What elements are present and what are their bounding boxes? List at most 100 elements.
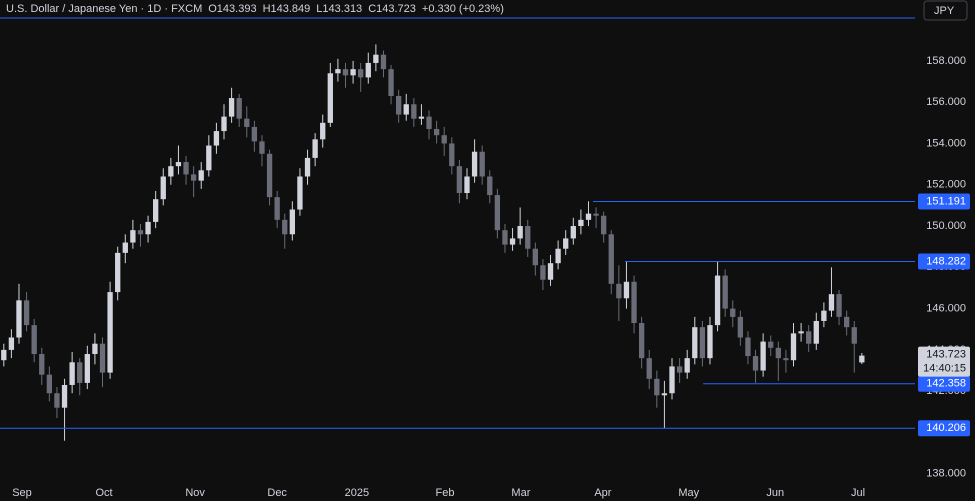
candle-body (570, 226, 576, 239)
candle-body (190, 174, 197, 181)
candle-body (69, 362, 75, 385)
candle-body (236, 98, 242, 119)
currency[interactable]: JPY (934, 5, 955, 17)
x-tick-label: May (678, 487, 699, 499)
candle-body (714, 275, 721, 326)
level-label: 151.191 (926, 195, 966, 207)
candle-body (137, 230, 144, 235)
candle-body (228, 98, 235, 117)
close: C143.723 (368, 3, 416, 15)
y-tick-label: 156.000 (926, 96, 966, 108)
x-tick-label: Jul (851, 487, 865, 499)
candle-body (661, 393, 668, 396)
candle-body (798, 331, 804, 334)
level-label: 142.358 (926, 378, 966, 390)
candle-body (638, 323, 645, 359)
x-tick-label: Mar (511, 487, 530, 499)
level-label-bg (918, 420, 970, 437)
candle-body (578, 219, 584, 227)
level-label: 148.282 (926, 255, 966, 267)
candle-body (282, 219, 288, 235)
candle-body (92, 343, 98, 355)
y-tick-label: 150.000 (926, 220, 966, 232)
candle-body (585, 213, 592, 220)
x-tick-label: Sep (12, 487, 32, 499)
candle-body (39, 354, 45, 375)
candle-body (813, 320, 819, 344)
candle-body (418, 116, 425, 119)
candle-body (183, 162, 189, 175)
candle-body (471, 151, 478, 177)
candle-body (692, 327, 698, 359)
candle-body (365, 62, 371, 78)
candle-body (130, 230, 136, 243)
currency-button[interactable] (923, 0, 968, 21)
header-bg (0, 0, 500, 17)
y-tick-label: 146.000 (926, 303, 966, 315)
candle-body (388, 69, 394, 96)
candle-body (859, 355, 865, 363)
candle-body (608, 234, 614, 284)
candle-body (851, 327, 857, 344)
candle-body (115, 252, 121, 293)
last-price-bg (918, 346, 970, 377)
candle-body (23, 300, 30, 326)
candle-body (350, 69, 356, 76)
candle-body (821, 310, 827, 321)
change: +0.330 (+0.23%) (422, 3, 504, 15)
x-tick-label: 2025 (345, 487, 369, 499)
x-tick-label: Oct (95, 487, 112, 499)
candle-body (395, 95, 402, 115)
candle-body (206, 145, 212, 171)
candle-body (806, 331, 812, 344)
candle-body (160, 176, 166, 200)
open: O143.393 (208, 3, 256, 15)
level-label-bg (918, 375, 970, 392)
candle-body (684, 358, 690, 373)
candle-body (790, 333, 797, 361)
candle-body (84, 354, 90, 383)
last-price: 143.723 (926, 349, 966, 361)
candle-body (433, 129, 440, 136)
level-label: 140.206 (926, 422, 966, 434)
candle-body (426, 116, 432, 130)
plot-area (1, 44, 865, 441)
candle-body (707, 325, 713, 359)
candle-body (722, 275, 728, 309)
candle-body (532, 248, 538, 266)
candle-body (1, 349, 7, 361)
y-tick-label: 138.000 (926, 468, 966, 480)
x-tick-label: Jun (766, 487, 784, 499)
candle-body (669, 366, 675, 394)
candle-body (403, 104, 409, 115)
candle-body (289, 209, 296, 235)
level-label-bg (918, 253, 970, 270)
x-tick-label: Nov (185, 487, 205, 499)
candle-body (616, 283, 622, 299)
candle-body (441, 135, 447, 144)
candle-body (77, 362, 83, 383)
candle-body (449, 143, 455, 167)
candle-body (737, 316, 744, 338)
candle-body (768, 341, 774, 348)
candle-body (836, 294, 842, 317)
candle-body (487, 176, 493, 196)
candle-body (335, 69, 341, 74)
high: H143.849 (263, 3, 311, 15)
countdown: 14:40:15 (923, 363, 966, 375)
candle-body (221, 116, 227, 132)
level-label-bg (918, 193, 970, 210)
candle-body (46, 374, 53, 394)
candle-body (555, 248, 561, 264)
candle-body (525, 226, 531, 249)
candle-body (517, 226, 523, 239)
symbol: U.S. Dollar / Japanese Yen · 1D · FXCM (6, 3, 202, 15)
candle-body (175, 162, 182, 167)
candle-body (646, 358, 652, 379)
candle-body (107, 292, 113, 373)
candle-body (844, 316, 850, 328)
candle-body (654, 378, 660, 396)
candle-body (304, 157, 311, 177)
